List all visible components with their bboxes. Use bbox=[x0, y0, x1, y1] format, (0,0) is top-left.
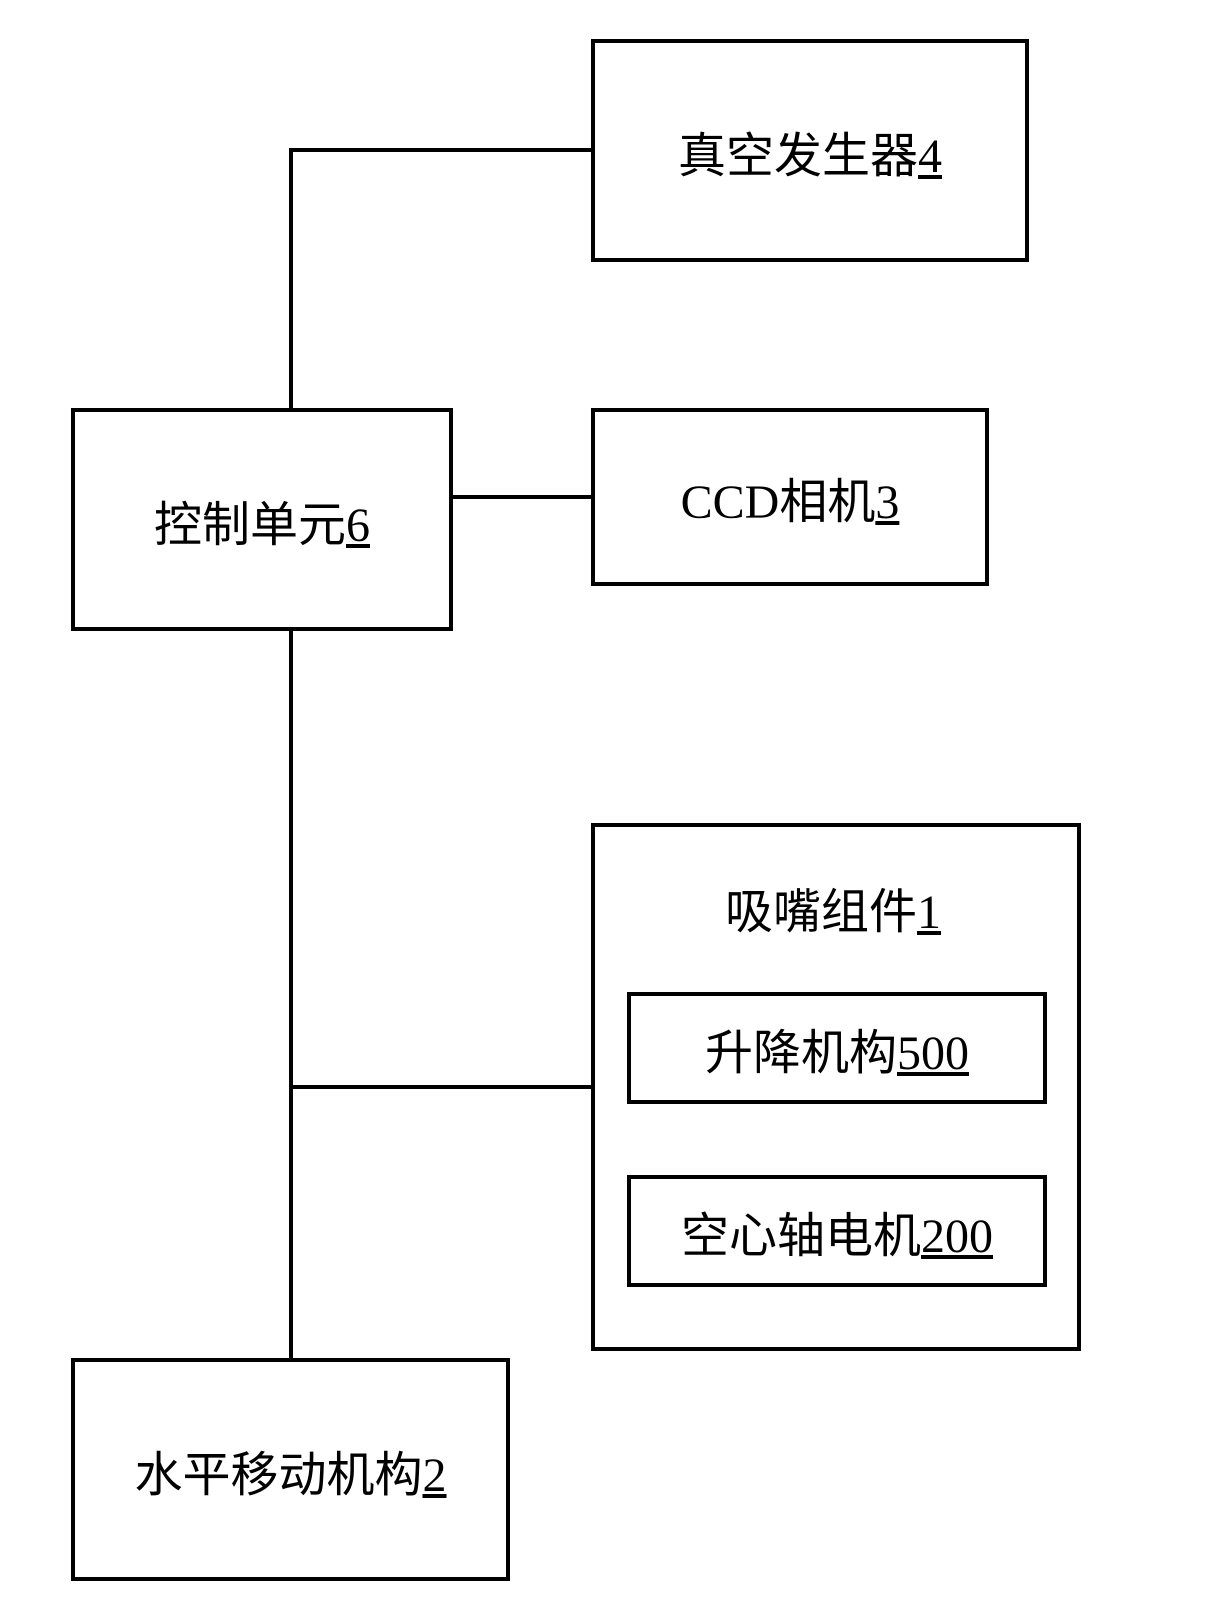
horizontal-move-label: 水平移动机构2 bbox=[134, 1435, 446, 1505]
control-unit-box: 控制单元6 bbox=[71, 408, 453, 631]
connector-vertical-top bbox=[289, 148, 293, 408]
connector-to-nozzle bbox=[289, 1085, 591, 1089]
horizontal-move-box: 水平移动机构2 bbox=[71, 1358, 510, 1581]
ccd-camera-box: CCD相机3 bbox=[591, 408, 989, 586]
connector-to-vacuum bbox=[289, 148, 591, 152]
vacuum-generator-box: 真空发生器4 bbox=[591, 39, 1029, 262]
hollow-shaft-motor-box: 空心轴电机200 bbox=[627, 1175, 1047, 1287]
ccd-camera-label: CCD相机3 bbox=[681, 462, 900, 532]
connector-to-ccd bbox=[453, 495, 591, 499]
connector-vertical-bottom bbox=[289, 631, 293, 1358]
control-unit-label: 控制单元6 bbox=[154, 485, 370, 555]
hollow-shaft-motor-label: 空心轴电机200 bbox=[681, 1196, 993, 1266]
lift-mechanism-label: 升降机构500 bbox=[705, 1013, 969, 1083]
nozzle-group-box: 吸嘴组件1 升降机构500 空心轴电机200 bbox=[591, 823, 1081, 1351]
vacuum-generator-label: 真空发生器4 bbox=[678, 116, 942, 186]
lift-mechanism-box: 升降机构500 bbox=[627, 992, 1047, 1104]
nozzle-group-title: 吸嘴组件1 bbox=[725, 872, 941, 942]
